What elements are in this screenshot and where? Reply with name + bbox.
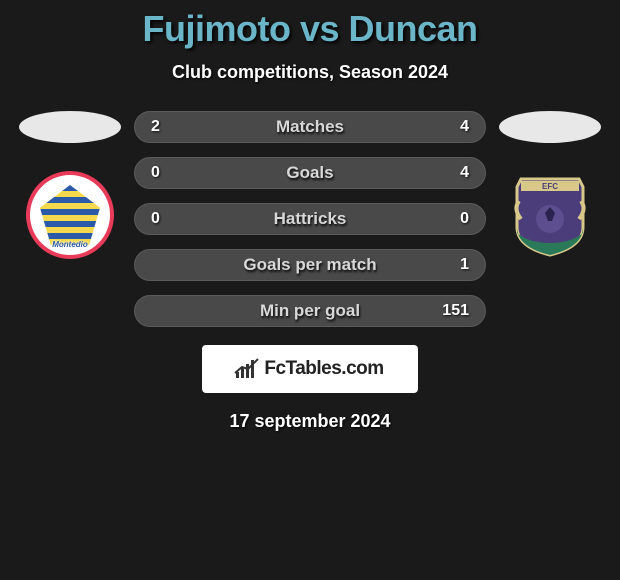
stat-label: Min per goal	[135, 301, 485, 321]
badge-left-name: Montedio	[40, 240, 100, 249]
stat-row-goals: 0 Goals 4	[134, 157, 486, 189]
stat-label: Goals per match	[135, 255, 485, 275]
stat-right-value: 1	[439, 256, 469, 274]
brand-text: FcTables.com	[264, 358, 383, 380]
page-title: Fujimoto vs Duncan	[0, 8, 620, 50]
badge-stripes-icon	[40, 185, 100, 245]
player-photo-left	[19, 111, 121, 143]
shield-icon: EFC	[511, 173, 589, 257]
stat-left-value: 2	[151, 118, 181, 136]
main-row: Montedio 2 Matches 4 0 Goals 4 0 Hattric…	[0, 111, 620, 327]
stat-right-value: 151	[439, 302, 469, 320]
stat-label: Goals	[135, 163, 485, 183]
stat-label: Matches	[135, 117, 485, 137]
stat-row-hattricks: 0 Hattricks 0	[134, 203, 486, 235]
stat-right-value: 0	[439, 210, 469, 228]
subtitle: Club competitions, Season 2024	[0, 62, 620, 83]
stat-row-matches: 2 Matches 4	[134, 111, 486, 143]
badge-left-crest: Montedio	[40, 185, 100, 245]
stat-right-value: 4	[439, 118, 469, 136]
date-text: 17 september 2024	[229, 411, 390, 432]
bar-chart-icon	[236, 360, 258, 378]
stat-label: Hattricks	[135, 209, 485, 229]
club-badge-right: EFC	[506, 171, 594, 259]
right-column: EFC	[490, 111, 610, 259]
stat-row-goals-per-match: Goals per match 1	[134, 249, 486, 281]
stat-left-value: 0	[151, 210, 181, 228]
footer: FcTables.com 17 september 2024	[0, 345, 620, 432]
left-column: Montedio	[10, 111, 130, 259]
stat-left-value: 0	[151, 164, 181, 182]
stats-column: 2 Matches 4 0 Goals 4 0 Hattricks 0 Goal…	[130, 111, 490, 327]
stat-row-min-per-goal: Min per goal 151	[134, 295, 486, 327]
brand-link[interactable]: FcTables.com	[202, 345, 418, 393]
stat-right-value: 4	[439, 164, 469, 182]
club-badge-left: Montedio	[26, 171, 114, 259]
svg-text:EFC: EFC	[542, 182, 558, 191]
player-photo-right	[499, 111, 601, 143]
comparison-card: Fujimoto vs Duncan Club competitions, Se…	[0, 0, 620, 432]
